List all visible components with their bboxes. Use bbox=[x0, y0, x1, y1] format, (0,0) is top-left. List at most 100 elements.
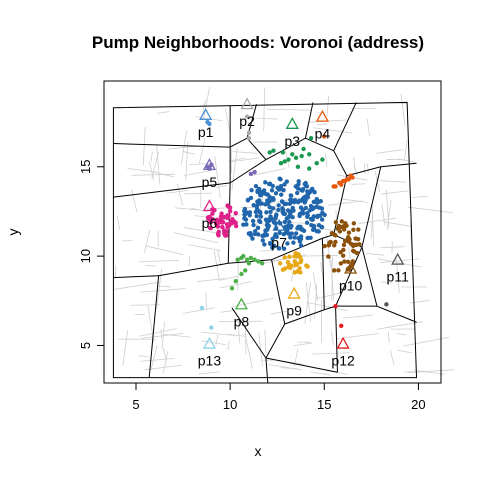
case-point-p10 bbox=[336, 268, 341, 273]
case-point-p8 bbox=[229, 286, 235, 291]
case-point-p7 bbox=[282, 201, 287, 207]
street-segment bbox=[382, 221, 411, 227]
case-point-p10 bbox=[326, 254, 331, 259]
case-point-p7 bbox=[286, 214, 291, 220]
street-segment bbox=[331, 331, 334, 346]
case-point-p7 bbox=[260, 238, 266, 243]
street-segment bbox=[317, 123, 328, 126]
case-point-p9 bbox=[282, 255, 287, 260]
voronoi-edge bbox=[148, 275, 160, 378]
case-point-p1 bbox=[207, 121, 212, 127]
case-point-p3 bbox=[278, 161, 284, 166]
case-point-p7 bbox=[307, 208, 313, 213]
case-point-p4 bbox=[344, 177, 350, 182]
street-segment bbox=[381, 204, 386, 226]
street-segment bbox=[397, 349, 413, 354]
street-segment bbox=[190, 207, 208, 213]
case-point-p3 bbox=[301, 146, 306, 152]
case-point-p8 bbox=[244, 257, 250, 262]
pump-marker-p10 bbox=[344, 261, 358, 274]
x-tick-label: 15 bbox=[317, 397, 331, 412]
voronoi-edge bbox=[265, 357, 269, 384]
case-point-p9 bbox=[277, 261, 283, 266]
street-segment bbox=[144, 229, 151, 253]
pump-label-p3: p3 bbox=[284, 133, 300, 149]
street-segment bbox=[320, 262, 324, 281]
voronoi-edge bbox=[361, 166, 382, 248]
street-segment bbox=[264, 329, 267, 354]
case-point-p7 bbox=[298, 243, 304, 248]
street-segment bbox=[400, 93, 406, 126]
street-segment bbox=[220, 309, 236, 313]
street-segment bbox=[378, 258, 422, 268]
street-segment bbox=[162, 347, 167, 361]
case-point-p3 bbox=[286, 157, 291, 162]
street-segment bbox=[249, 168, 286, 177]
case-point-p10 bbox=[341, 253, 346, 258]
case-point-p7 bbox=[305, 214, 310, 219]
pump-marker-p11 bbox=[391, 252, 405, 265]
case-point-p7 bbox=[272, 243, 277, 249]
voronoi-edge bbox=[304, 102, 314, 139]
case-points bbox=[199, 114, 389, 330]
case-point-p7 bbox=[243, 217, 249, 222]
street-segment bbox=[203, 86, 211, 120]
case-point-p10 bbox=[333, 233, 338, 238]
pump-label-p9: p9 bbox=[286, 303, 302, 319]
case-point-p7 bbox=[257, 209, 263, 214]
pump-label-p7: p7 bbox=[271, 235, 287, 251]
case-point-p10 bbox=[354, 250, 360, 256]
case-point-p4 bbox=[348, 173, 353, 178]
case-point-p7 bbox=[288, 235, 293, 240]
case-point-p12 bbox=[333, 303, 338, 309]
case-point-p4 bbox=[331, 184, 336, 189]
pump-marker-p8 bbox=[234, 297, 249, 310]
pump-marker-p5 bbox=[202, 158, 217, 171]
voronoi-edge bbox=[265, 137, 306, 161]
street-segment bbox=[160, 329, 163, 339]
case-point-p7 bbox=[283, 224, 288, 230]
case-point-p10 bbox=[341, 247, 346, 253]
street-segment bbox=[151, 151, 160, 179]
street-segment bbox=[215, 334, 219, 347]
voronoi-edge bbox=[229, 137, 248, 148]
case-point-p7 bbox=[258, 214, 264, 219]
case-point-p2 bbox=[246, 130, 252, 136]
case-point-p10 bbox=[333, 220, 339, 225]
street-segment bbox=[168, 145, 199, 150]
street-segment bbox=[127, 168, 158, 173]
case-point-p3 bbox=[290, 152, 295, 157]
street-segment bbox=[305, 301, 348, 312]
case-point-p7 bbox=[276, 207, 281, 213]
case-point-p7 bbox=[316, 199, 321, 205]
street-segment bbox=[311, 352, 351, 355]
case-point-p10 bbox=[357, 242, 362, 247]
case-point-p7 bbox=[319, 217, 325, 222]
pump-marker-p7 bbox=[272, 218, 286, 231]
street-segment bbox=[380, 281, 393, 284]
case-point-p3 bbox=[299, 153, 304, 159]
street-segment bbox=[161, 321, 165, 349]
case-point-p7 bbox=[309, 186, 315, 192]
street-segment bbox=[414, 369, 445, 375]
case-point-p7 bbox=[305, 195, 311, 200]
voronoi-edge bbox=[231, 307, 267, 359]
case-point-p6 bbox=[220, 224, 225, 230]
y-tick-label: 10 bbox=[78, 249, 93, 263]
voronoi-edge bbox=[229, 159, 267, 184]
case-point-p8 bbox=[233, 278, 238, 284]
street-segment bbox=[131, 189, 138, 213]
street-segment bbox=[411, 195, 428, 198]
street-segment bbox=[396, 333, 407, 336]
street-segment bbox=[325, 153, 328, 168]
street-segment bbox=[162, 350, 169, 374]
street-segment bbox=[150, 344, 158, 371]
street-segment bbox=[353, 163, 358, 176]
case-point-p7 bbox=[303, 198, 308, 203]
case-point-p8 bbox=[246, 261, 252, 266]
case-point-p7 bbox=[270, 206, 276, 211]
case-point-p13 bbox=[199, 305, 205, 311]
street-segment bbox=[310, 371, 331, 376]
case-point-p7 bbox=[277, 230, 282, 236]
case-point-p9 bbox=[287, 254, 292, 259]
